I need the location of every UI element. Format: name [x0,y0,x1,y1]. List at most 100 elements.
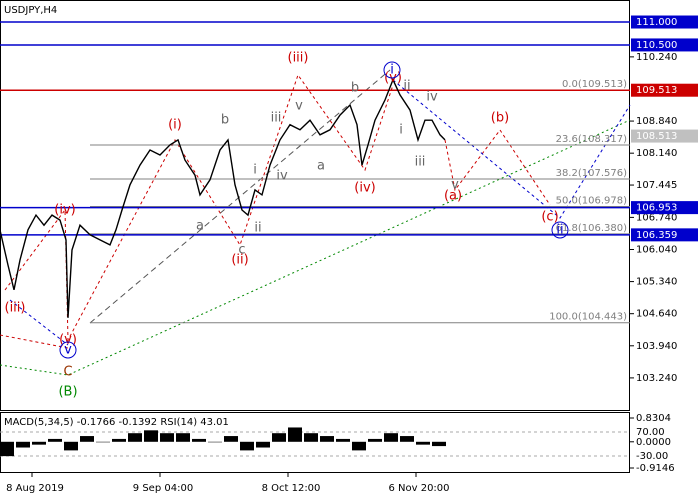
wave-label: C [63,365,72,380]
macd-tick-label: 0.8304 [636,413,671,424]
macd-bar [16,441,30,448]
level-box [631,201,698,215]
wave-label: iii [271,111,282,126]
level-label: 111.000 [636,17,677,28]
macd-bar [304,433,318,442]
macd-bar [80,436,94,442]
fib-label: 100.0(104.443) [549,312,627,323]
macd-bar [176,433,190,442]
macd-tick-label: 0.0000 [636,437,671,448]
macd-bar [384,433,398,442]
macd-bar [32,441,46,445]
wave-label: i [399,123,403,138]
wave-label: i [390,63,394,78]
price-line [0,78,446,318]
level-label: 106.359 [636,230,677,241]
wave-label: v [64,343,72,358]
macd-bar [336,438,350,442]
wave-label: c [238,243,245,258]
level-box [631,83,698,97]
level-label: 109.513 [636,85,677,96]
y-tick-label: 108.140 [636,148,677,159]
level-label: 106.953 [636,203,677,214]
y-tick-label: 103.240 [636,373,677,384]
level-box [631,15,698,29]
rsi-tick-label: 70.00 [636,427,665,438]
x-tick-label: 8 Oct 12:00 [262,483,321,494]
macd-bar [48,438,62,442]
macd-bar [0,441,14,457]
fib-label: 38.2(107.576) [556,168,628,179]
macd-bar [256,441,270,448]
wave-circle [551,221,569,239]
wave-label: (c) [541,210,558,225]
wave-label: b [221,113,229,128]
level-label: 108.513 [636,131,677,142]
y-tick-label: 106.040 [636,244,677,255]
wave-label: i [253,163,257,178]
y-tick-label: 105.340 [636,277,677,288]
macd-bar [224,436,238,442]
wave-label: iii [415,155,426,170]
y-tick-label: 106.740 [636,212,677,223]
macd-bar [288,427,302,442]
wave-label: (ii) [231,253,248,268]
level-box [631,228,698,242]
wave-label: v [295,99,303,114]
macd-bar [112,438,126,442]
chart-title: USDJPY,H4 [4,5,57,16]
y-tick-label: 107.445 [636,180,677,191]
fib-label: 23.6(108.317) [556,134,628,145]
wave-label: (b) [491,111,509,126]
wave-label: a [317,159,325,174]
macd-title: MACD(5,34,5) -0.1766 -0.1392 RSI(14) 43.… [4,417,229,428]
wave-label: v [451,178,459,193]
x-tick-label: 6 Nov 20:00 [388,483,449,494]
macd-tick-label: -0.9146 [636,463,675,474]
macd-bar [320,436,334,442]
wave-lines [0,69,631,376]
macd-bar [96,441,110,443]
x-tick-label: 8 Aug 2019 [6,483,64,494]
fib-label: 61.8(106.380) [556,223,628,234]
wave-circle [59,341,77,359]
wave-label: (i) [168,118,182,133]
macd-bar [64,441,78,451]
macd-bar [208,441,222,443]
wave-path [9,299,69,346]
macd-bar [160,433,174,442]
macd-bar [272,433,286,442]
wave-label: iv [276,169,288,184]
wave-circle [383,61,401,79]
wave-label: (iii) [5,301,26,316]
wave-label: a [196,219,204,234]
wave-label: (iv) [354,181,375,196]
trend-line [89,69,391,324]
wave-label: ii [556,223,563,238]
macd-bar [192,438,206,442]
level-box [631,129,698,143]
macd-bar [144,430,158,442]
y-tick-label: 108.840 [636,116,677,127]
rsi-tick-label: -30.00 [636,451,668,462]
macd-bar [352,441,366,451]
wave-path [4,73,394,342]
fib-label: 50.0(106.978) [556,195,628,206]
wave-label: iv [426,90,438,105]
wave-label: (B) [58,385,77,400]
y-tick-label: 103.940 [636,341,677,352]
y-tick-label: 110.240 [636,52,677,63]
fib-label: 0.0(109.513) [562,79,627,90]
macd-bar [368,438,382,442]
macd-bar [432,441,446,447]
wave-label: (a) [444,189,462,204]
wave-label: b [351,81,359,96]
x-tick-label: 9 Sep 04:00 [133,483,193,494]
wave-path [444,129,551,206]
wave-label: ii [254,221,261,236]
wave-path [392,79,631,219]
wave-label: (iii) [288,51,309,66]
macd-bar [128,433,142,442]
y-tick-label: 104.640 [636,309,677,320]
macd-bar [240,441,254,451]
